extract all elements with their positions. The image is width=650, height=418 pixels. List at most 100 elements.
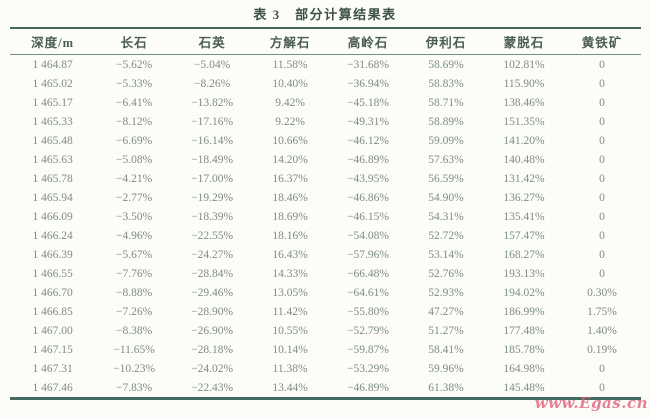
header-row: 深度/m 长石 石英 方解石 高岭石 伊利石 蒙脱石 黄铁矿 [10, 28, 641, 55]
table-title: 表 3 部分计算结果表 [253, 7, 397, 22]
table-cell: 13.44% [272, 381, 308, 394]
table-cell: −13.82% [191, 96, 234, 109]
table-cell: 1 466.09 [32, 210, 73, 223]
table-cell: 1 465.78 [32, 172, 73, 185]
table-cell: −17.16% [191, 115, 234, 128]
table-cell: 0 [599, 229, 605, 242]
table-cell: 58.89% [428, 115, 464, 128]
table-cell: −28.90% [191, 305, 234, 318]
table-cell: 1 465.63 [32, 153, 73, 166]
table-cell: 0 [599, 134, 605, 147]
table-cell: 1 466.85 [32, 305, 73, 318]
table-cell: 52.72% [428, 229, 464, 242]
table-cell: 186.99% [503, 305, 545, 318]
table-cell: 58.83% [428, 77, 464, 90]
table-cell: 1 466.39 [32, 248, 73, 261]
table-cell: −45.18% [347, 96, 390, 109]
table-row: 1 466.70 −8.88% −29.46% 13.05% −64.61% 52.93%… [10, 283, 641, 302]
table-row: 1 464.87 −5.62% −5.04% 11.58% −31.68% 58.69% 1… [10, 55, 641, 75]
table-cell: 18.16% [272, 229, 308, 242]
table-cell: −29.46% [191, 286, 234, 299]
table-row: 1 465.02 −5.33% −8.26% 10.40% −36.94% 58.83% 1… [10, 74, 641, 93]
table-cell: 52.93% [428, 286, 464, 299]
table-cell: −24.02% [191, 362, 234, 375]
table-cell: −5.62% [116, 58, 153, 71]
table-cell: 0 [599, 210, 605, 223]
table-cell: 1 466.24 [32, 229, 73, 242]
table-row: 1 465.78 −4.21% −17.00% 16.37% −43.95% 56.59%… [10, 169, 641, 188]
column-header-montmorillonite: 蒙脱石 [485, 28, 563, 55]
table-cell: −46.15% [347, 210, 390, 223]
column-header-pyrite: 黄铁矿 [562, 28, 641, 55]
results-table: 深度/m 长石 石英 方解石 高岭石 伊利石 蒙脱石 黄铁矿 1 464.87 −… [10, 27, 641, 400]
table-cell: 0 [599, 362, 605, 375]
table-cell: −22.43% [191, 381, 234, 394]
table-row: 1 466.09 −3.50% −18.39% 18.69% −46.15% 54.31%… [10, 207, 641, 226]
table-cell: −53.29% [347, 362, 390, 375]
table-cell: −55.80% [347, 305, 390, 318]
table-cell: 11.58% [272, 58, 308, 71]
results-table-body: 1 464.87 −5.62% −5.04% 11.58% −31.68% 58.69% 1… [10, 55, 641, 399]
table-cell: −46.86% [347, 191, 390, 204]
table-cell: −28.18% [191, 343, 234, 356]
table-cell: 1 465.33 [32, 115, 73, 128]
table-cell: −10.23% [113, 362, 156, 375]
table-cell: −36.94% [347, 77, 390, 90]
table-row: 1 465.94 −2.77% −19.29% 18.46% −46.86% 54.90%… [10, 188, 641, 207]
table-cell: 16.37% [272, 172, 308, 185]
table-cell: −2.77% [116, 191, 153, 204]
table-cell: 141.20% [503, 134, 545, 147]
column-header-illite: 伊利石 [407, 28, 485, 55]
table-cell: 59.96% [428, 362, 464, 375]
table-cell: 151.35% [503, 115, 545, 128]
table-cell: −5.67% [116, 248, 153, 261]
table-cell: 0 [599, 96, 605, 109]
table-row: 1 465.17 −6.41% −13.82% 9.42% −45.18% 58.71% 1… [10, 93, 641, 112]
table-cell: −49.31% [347, 115, 390, 128]
table-cell: 14.20% [272, 153, 308, 166]
table-cell: −18.39% [191, 210, 234, 223]
table-cell: 1 466.55 [32, 267, 73, 280]
table-cell: 61.38% [428, 381, 464, 394]
table-cell: −7.76% [116, 267, 153, 280]
table-cell: 53.14% [428, 248, 464, 261]
table-cell: 136.27% [503, 191, 545, 204]
table-cell: 57.63% [428, 153, 464, 166]
table-cell: 194.02% [503, 286, 545, 299]
table-cell: 1.75% [587, 305, 617, 318]
table-cell: −24.27% [191, 248, 234, 261]
table-cell: −19.29% [191, 191, 234, 204]
table-row: 1 466.39 −5.67% −24.27% 16.43% −57.96% 53.14%… [10, 245, 641, 264]
table-cell: 59.09% [428, 134, 464, 147]
table-cell: 0 [599, 115, 605, 128]
table-cell: 10.40% [272, 77, 308, 90]
table-cell: −66.48% [347, 267, 390, 280]
table-row: 1 465.48 −6.69% −16.14% 10.66% −46.12% 59.09%… [10, 131, 641, 150]
table-cell: 135.41% [503, 210, 545, 223]
table-cell: 1 467.15 [32, 343, 73, 356]
table-cell: 1 467.31 [32, 362, 73, 375]
table-cell: −46.89% [347, 381, 390, 394]
table-cell: −7.26% [116, 305, 153, 318]
table-cell: −8.12% [116, 115, 153, 128]
table-cell: 58.41% [428, 343, 464, 356]
table-cell: 58.69% [428, 58, 464, 71]
table-cell: −43.95% [347, 172, 390, 185]
table-cell: 1 467.46 [32, 381, 73, 394]
table-cell: 11.42% [272, 305, 308, 318]
table-cell: −59.87% [347, 343, 390, 356]
table-cell: 168.27% [503, 248, 545, 261]
column-header-calcite: 方解石 [251, 28, 330, 55]
table-row: 1 467.31 −10.23% −24.02% 11.38% −53.29% 59.96… [10, 359, 641, 378]
table-cell: 54.31% [428, 210, 464, 223]
table-cell: 157.47% [503, 229, 545, 242]
column-header-kaolinite: 高岭石 [329, 28, 408, 55]
table-cell: 51.27% [428, 324, 464, 337]
table-cell: −22.55% [191, 229, 234, 242]
table-row: 1 466.85 −7.26% −28.90% 11.42% −55.80% 47.27%… [10, 302, 641, 321]
table-row: 1 466.55 −7.76% −28.84% 14.33% −66.48% 52.76%… [10, 264, 641, 283]
column-header-quartz: 石英 [173, 28, 252, 55]
table-cell: 10.55% [272, 324, 308, 337]
table-cell: 1 464.87 [32, 58, 73, 71]
